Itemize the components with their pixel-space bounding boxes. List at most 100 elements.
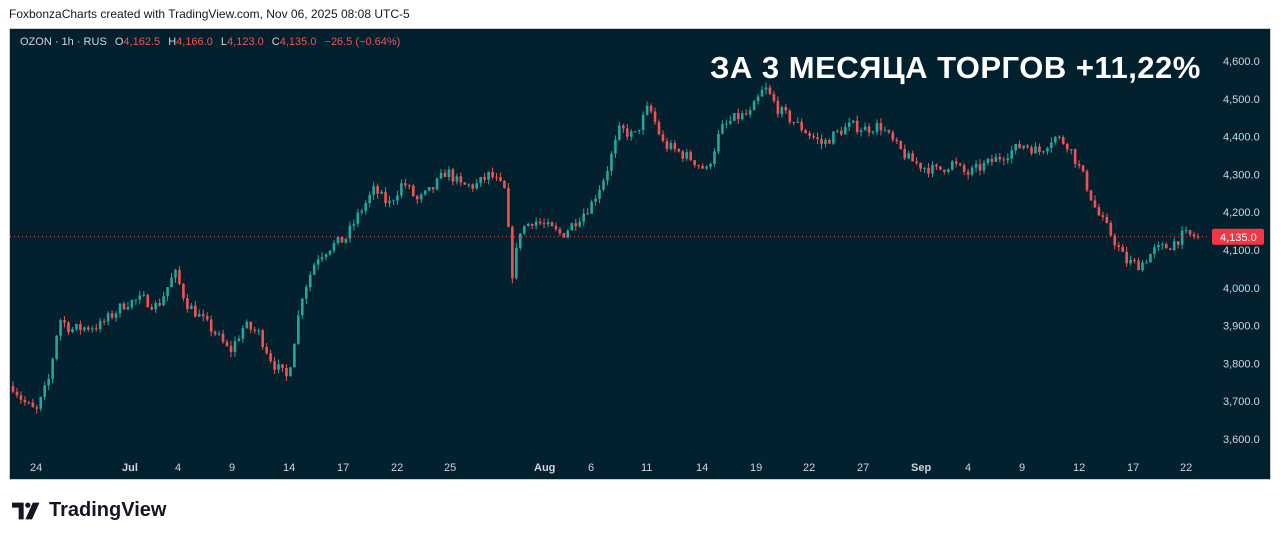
candle [1133,258,1136,264]
candle [316,255,320,270]
candle [681,149,685,163]
candle [602,178,605,192]
candle [110,310,114,320]
candle [725,119,728,129]
candle [439,169,443,180]
candle [328,250,332,256]
open-value: 4,162.5 [123,36,161,48]
candle [320,252,324,262]
candle [641,111,645,135]
tradingview-logo[interactable]: TradingView [12,499,166,522]
candle [832,130,835,145]
candle [51,357,54,384]
candle [182,282,185,302]
candle [550,221,554,227]
candle [538,217,542,226]
candle [150,303,154,311]
candle [392,199,395,205]
price-tick-label: 3,900.0 [1223,321,1260,333]
candle [245,319,249,330]
candle [213,330,217,337]
candle [653,107,657,125]
candle [570,222,574,231]
candle [633,130,637,133]
candle [1129,255,1132,266]
candle [748,106,752,118]
candle [253,326,257,334]
candle [221,329,225,344]
time-tick-label: 9 [229,462,235,474]
candle [1153,244,1156,259]
candle [154,300,157,313]
price-tick-label: 4,400.0 [1223,132,1260,144]
time-tick-label: 4 [175,462,181,474]
candle [784,104,788,114]
candle [522,225,526,236]
candle [217,330,221,336]
candle [459,172,463,187]
candle [768,84,772,96]
candle [578,217,582,228]
candle [657,119,661,136]
candle [974,160,978,173]
candle [301,297,304,319]
candle [1050,137,1053,153]
candle [1030,145,1033,156]
candle [780,105,784,118]
candle [534,217,538,230]
candle [935,163,938,170]
ohlc-legend: OZON · 1h · RUS O4,162.5 H4,166.0 L4,123… [20,36,400,48]
candle [134,298,138,305]
candle [257,328,261,335]
candle [106,311,110,326]
time-tick-label: 22 [391,462,403,474]
candle [792,121,796,126]
candle [637,129,641,135]
candle [1034,142,1037,154]
candle [340,236,344,243]
candle [760,86,764,97]
candle [1046,146,1049,155]
candle [415,194,419,205]
candle [998,152,1002,163]
candle [736,108,740,124]
price-tick-label: 3,800.0 [1223,358,1260,370]
candle [388,195,391,208]
candle [11,381,15,394]
open-key: O [114,36,124,48]
candle [114,311,118,322]
high-key: H [168,36,177,48]
candle [1145,259,1148,264]
candle [87,325,90,332]
candle [126,301,130,311]
candle [629,128,633,141]
candle [79,320,82,335]
candle [352,219,356,231]
candle [836,129,839,134]
candle [431,186,435,194]
candle [423,190,427,197]
chart-panel[interactable]: 4,600.0 4,500.0 4,400.0 4,300.0 4,200.0 4,100… [9,28,1271,480]
candle [229,340,233,358]
candle [816,132,819,145]
last-price-tag-label: 4,135.0 [1220,232,1257,244]
candle [990,154,994,166]
candle [43,381,47,401]
candle [455,173,459,185]
candle [94,323,98,332]
candle [19,391,23,404]
candle [919,162,922,172]
candle [863,122,867,131]
candle [511,225,514,284]
candle [740,110,744,121]
candlestick-chart[interactable]: 4,600.0 4,500.0 4,400.0 4,300.0 4,200.0 4,100… [10,29,1271,480]
time-tick-label: 17 [337,462,349,474]
candle [1113,233,1117,250]
candle [645,101,649,116]
candle [1188,229,1192,237]
candle [336,236,340,246]
candle [308,271,312,292]
candle [1093,195,1097,208]
candle [713,148,716,167]
candle [899,140,903,150]
